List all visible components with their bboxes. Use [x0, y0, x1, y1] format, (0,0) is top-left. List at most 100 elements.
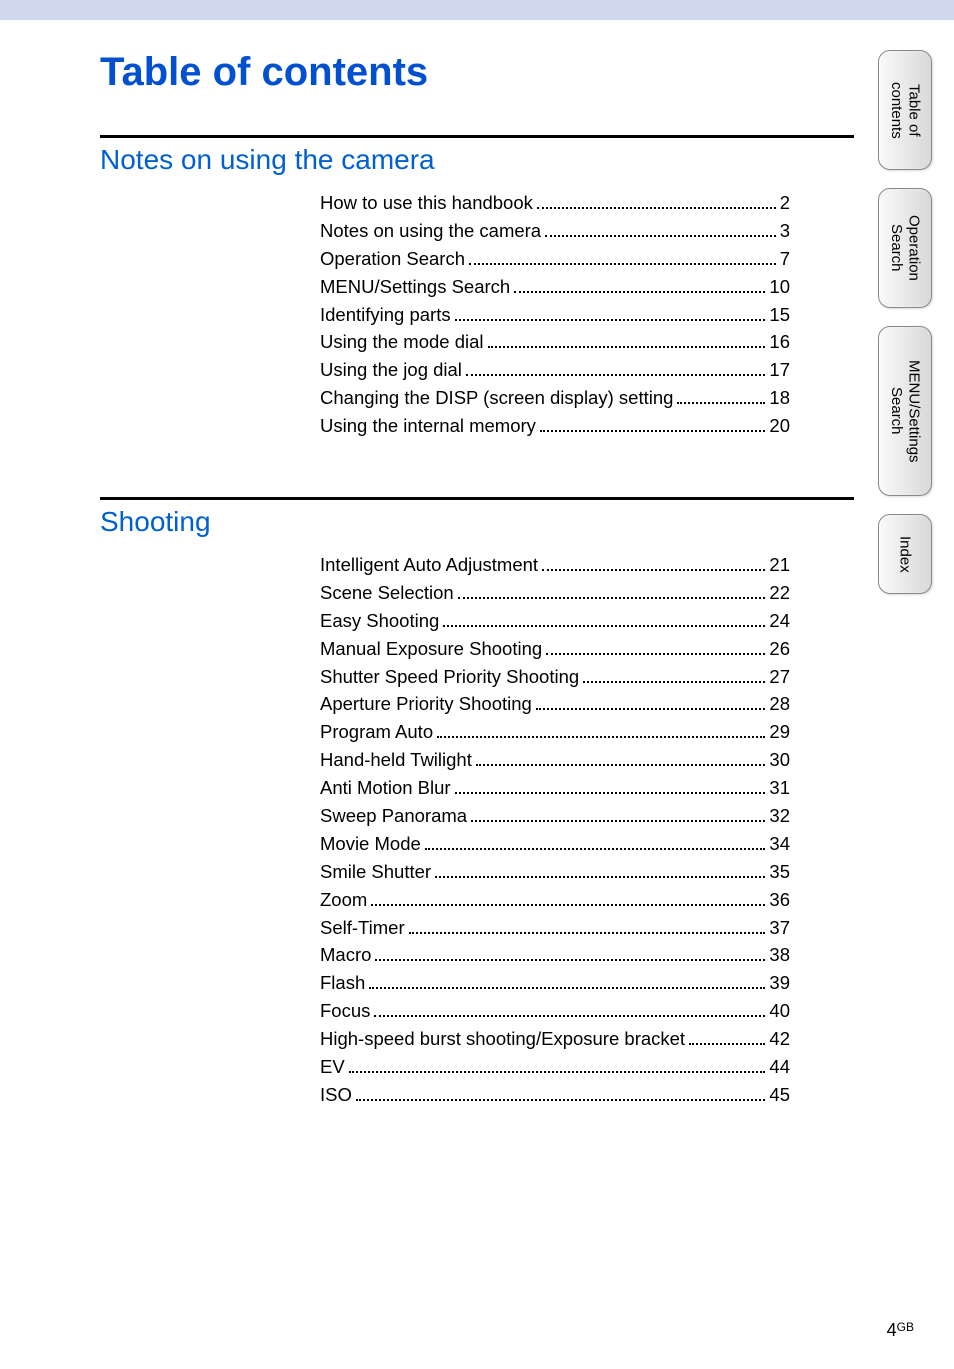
toc-row[interactable]: Self-Timer 37: [320, 915, 790, 941]
toc-item-page: 16: [769, 329, 790, 355]
toc-row[interactable]: Operation Search7: [320, 246, 790, 272]
toc-row[interactable]: Sweep Panorama32: [320, 803, 790, 829]
toc-item-page: 38: [769, 942, 790, 968]
toc-item-page: 26: [769, 636, 790, 662]
side-tab[interactable]: Index: [878, 514, 932, 594]
toc-item-page: 36: [769, 887, 790, 913]
toc-row[interactable]: How to use this handbook2: [320, 190, 790, 216]
toc-item-page: 39: [769, 970, 790, 996]
toc-list-shooting: Intelligent Auto Adjustment 21Scene Selec…: [320, 552, 790, 1108]
side-tab-label: Operation Search: [888, 189, 923, 307]
toc-item-label: Operation Search: [320, 246, 465, 272]
toc-leader-dots: [536, 708, 766, 710]
toc-row[interactable]: Smile Shutter35: [320, 859, 790, 885]
toc-row[interactable]: Program Auto 29: [320, 719, 790, 745]
toc-row[interactable]: Using the jog dial 17: [320, 357, 790, 383]
toc-leader-dots: [537, 207, 776, 209]
toc-item-label: Using the jog dial: [320, 357, 462, 383]
toc-leader-dots: [689, 1043, 765, 1045]
toc-item-label: MENU/Settings Search: [320, 274, 510, 300]
toc-leader-dots: [488, 346, 766, 348]
toc-item-page: 17: [769, 357, 790, 383]
toc-leader-dots: [677, 402, 765, 404]
toc-row[interactable]: MENU/Settings Search10: [320, 274, 790, 300]
toc-item-page: 40: [769, 998, 790, 1024]
toc-row[interactable]: High-speed burst shooting/Exposure brack…: [320, 1026, 790, 1052]
toc-leader-dots: [356, 1099, 766, 1101]
toc-row[interactable]: Notes on using the camera3: [320, 218, 790, 244]
toc-leader-dots: [409, 932, 766, 934]
toc-leader-dots: [514, 291, 765, 293]
toc-leader-dots: [435, 876, 765, 878]
toc-row[interactable]: Easy Shooting24: [320, 608, 790, 634]
toc-row[interactable]: Hand-held Twilight 30: [320, 747, 790, 773]
toc-item-label: Using the internal memory: [320, 413, 536, 439]
toc-row[interactable]: Shutter Speed Priority Shooting27: [320, 664, 790, 690]
toc-row[interactable]: Focus 40: [320, 998, 790, 1024]
toc-item-label: Focus: [320, 998, 370, 1024]
toc-row[interactable]: Anti Motion Blur31: [320, 775, 790, 801]
toc-item-label: EV: [320, 1054, 345, 1080]
toc-item-page: 21: [769, 552, 790, 578]
toc-leader-dots: [437, 736, 765, 738]
toc-item-page: 32: [769, 803, 790, 829]
side-tab-label: Table of contents: [888, 51, 923, 169]
toc-item-label: Intelligent Auto Adjustment: [320, 552, 538, 578]
toc-item-label: Using the mode dial: [320, 329, 484, 355]
toc-item-page: 31: [769, 775, 790, 801]
toc-item-label: Manual Exposure Shooting: [320, 636, 542, 662]
page-number-suffix: GB: [897, 1320, 914, 1334]
toc-item-label: Smile Shutter: [320, 859, 431, 885]
toc-leader-dots: [375, 959, 765, 961]
toc-row[interactable]: Identifying parts 15: [320, 302, 790, 328]
toc-leader-dots: [476, 764, 766, 766]
toc-row[interactable]: EV 44: [320, 1054, 790, 1080]
toc-leader-dots: [546, 653, 765, 655]
toc-row[interactable]: Scene Selection22: [320, 580, 790, 606]
toc-row[interactable]: Using the internal memory 20: [320, 413, 790, 439]
section-heading-shooting[interactable]: Shooting: [100, 497, 854, 538]
toc-leader-dots: [471, 820, 765, 822]
side-tab[interactable]: Table of contents: [878, 50, 932, 170]
toc-item-label: Flash: [320, 970, 365, 996]
toc-list-notes: How to use this handbook2Notes on using …: [320, 190, 790, 439]
toc-item-label: Program Auto: [320, 719, 433, 745]
toc-leader-dots: [369, 987, 765, 989]
toc-item-page: 20: [769, 413, 790, 439]
side-tab[interactable]: Operation Search: [878, 188, 932, 308]
toc-item-page: 29: [769, 719, 790, 745]
toc-leader-dots: [466, 374, 766, 376]
toc-item-label: Hand-held Twilight: [320, 747, 472, 773]
toc-item-page: 34: [769, 831, 790, 857]
toc-item-page: 2: [780, 190, 790, 216]
toc-row[interactable]: Aperture Priority Shooting 28: [320, 691, 790, 717]
toc-row[interactable]: Manual Exposure Shooting 26: [320, 636, 790, 662]
toc-item-label: Movie Mode: [320, 831, 421, 857]
toc-item-page: 28: [769, 691, 790, 717]
toc-item-label: Identifying parts: [320, 302, 451, 328]
side-tab[interactable]: MENU/Settings Search: [878, 326, 932, 496]
toc-leader-dots: [542, 569, 765, 571]
toc-item-label: Notes on using the camera: [320, 218, 541, 244]
section-heading-notes[interactable]: Notes on using the camera: [100, 135, 854, 176]
toc-item-label: Self-Timer: [320, 915, 405, 941]
toc-row[interactable]: Macro38: [320, 942, 790, 968]
side-tabs: Table of contents Operation Search MENU/Se…: [878, 50, 932, 594]
toc-row[interactable]: Flash 39: [320, 970, 790, 996]
toc-leader-dots: [425, 848, 766, 850]
toc-leader-dots: [455, 319, 766, 321]
page-number-value: 4: [887, 1320, 897, 1340]
toc-item-page: 15: [769, 302, 790, 328]
toc-item-page: 30: [769, 747, 790, 773]
toc-item-label: Shutter Speed Priority Shooting: [320, 664, 579, 690]
toc-item-label: Aperture Priority Shooting: [320, 691, 532, 717]
toc-row[interactable]: Changing the DISP (screen display) setti…: [320, 385, 790, 411]
toc-row[interactable]: Movie Mode 34: [320, 831, 790, 857]
toc-item-page: 37: [769, 915, 790, 941]
toc-row[interactable]: Using the mode dial 16: [320, 329, 790, 355]
toc-row[interactable]: Intelligent Auto Adjustment 21: [320, 552, 790, 578]
toc-row[interactable]: ISO45: [320, 1082, 790, 1108]
toc-row[interactable]: Zoom36: [320, 887, 790, 913]
toc-item-label: Changing the DISP (screen display) setti…: [320, 385, 673, 411]
toc-item-page: 44: [769, 1054, 790, 1080]
